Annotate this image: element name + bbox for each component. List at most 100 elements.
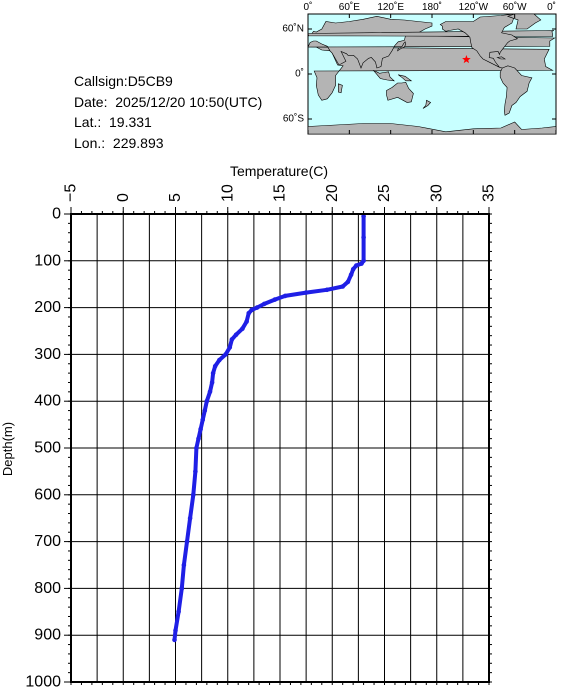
map-longitude-labels: 0˚ 60˚E 120˚E 180˚ 120˚W 60˚W 0˚	[304, 1, 556, 13]
data-point	[361, 214, 366, 219]
map-lat-label: 60˚N	[282, 23, 304, 35]
data-point	[207, 389, 213, 395]
map-lon-label: 0˚	[304, 1, 313, 13]
data-point	[233, 332, 239, 338]
land-shape	[422, 99, 432, 109]
data-point	[181, 562, 187, 568]
y-tick-label: 400	[34, 393, 61, 410]
y-tick-label: 1000	[25, 674, 61, 690]
data-point	[229, 337, 235, 342]
data-point	[262, 301, 267, 307]
data-point	[354, 263, 359, 268]
y-tick-label: 100	[34, 252, 61, 269]
data-point	[196, 436, 201, 441]
data-point	[348, 272, 354, 278]
map-lat-label: 60˚S	[283, 113, 304, 125]
x-tick-label: 30	[428, 184, 445, 202]
plot-frame	[70, 213, 490, 683]
data-point	[202, 408, 208, 413]
x-tick-label: 35	[481, 184, 498, 202]
x-axis-label: Temperature(C)	[230, 163, 328, 179]
data-point	[240, 326, 245, 332]
star-icon	[462, 55, 471, 64]
y-tick-label: 500	[34, 440, 61, 457]
land-shape	[337, 83, 343, 94]
map-lon-label: 60˚W	[503, 1, 527, 13]
temperature-series-points	[172, 214, 366, 643]
y-axis-label: Depth(m)	[0, 422, 15, 476]
land-shape	[307, 15, 556, 69]
map-land	[307, 13, 557, 135]
map-lon-label: 0˚	[547, 1, 556, 13]
data-point	[204, 398, 210, 404]
lon-text: Lon.: 229.893	[74, 135, 164, 151]
data-point	[191, 492, 196, 498]
data-point	[173, 628, 178, 633]
data-point	[254, 305, 260, 310]
x-tick-label: 5	[167, 193, 184, 202]
map-lon-label: 60˚E	[339, 1, 360, 13]
location-map: 0˚ 60˚E 120˚E 180˚ 120˚W 60˚W 0˚ 60˚N0˚60˚S	[282, 1, 557, 135]
data-point	[361, 235, 366, 240]
data-point	[200, 417, 205, 423]
x-tick-label: 15	[272, 184, 289, 202]
data-point	[172, 637, 177, 643]
y-tick-label: 700	[34, 533, 61, 550]
data-point	[223, 352, 228, 357]
data-point	[303, 290, 309, 295]
y-tick-label: 300	[34, 346, 61, 363]
data-point	[184, 539, 190, 544]
map-lon-label: 180˚	[422, 1, 442, 13]
land-shape	[397, 41, 407, 52]
data-point	[227, 345, 233, 350]
data-point	[198, 427, 203, 432]
data-point	[194, 445, 199, 451]
data-point	[217, 357, 222, 363]
date-text: Date: 2025/12/20 10:50(UTC)	[74, 94, 263, 110]
land-shape	[398, 74, 413, 82]
y-tick-label: 0	[52, 206, 61, 223]
data-point	[340, 284, 346, 289]
map-lat-label: 0˚	[295, 68, 304, 80]
land-shape	[496, 56, 507, 60]
data-point	[345, 279, 351, 285]
data-point	[246, 310, 251, 316]
map-frame-ticks	[307, 14, 557, 134]
data-point	[359, 261, 364, 266]
map-lon-label: 120˚W	[459, 1, 489, 13]
callsign-text: Callsign:D5CB9	[74, 73, 173, 89]
land-shape	[499, 65, 533, 116]
data-point	[350, 266, 356, 272]
map-latitude-labels: 60˚N 0˚ 60˚S	[282, 23, 304, 125]
chart-grid	[70, 213, 490, 683]
land-shape	[373, 70, 395, 82]
temperature-profile-chart: Temperature(C) Depth(m) −5 0 5 10 15 20 25 30 35…	[0, 163, 498, 690]
data-point	[324, 287, 330, 293]
data-point	[282, 293, 288, 299]
data-point	[179, 586, 185, 591]
y-tick-label: 800	[34, 580, 61, 597]
x-tick-label: 20	[324, 184, 341, 202]
data-point	[193, 469, 198, 474]
data-point	[210, 370, 216, 376]
x-tick-label: 0	[115, 193, 132, 202]
data-point	[272, 297, 278, 302]
lat-text: Lat.: 19.331	[74, 114, 152, 130]
x-tick-label: −5	[63, 184, 80, 202]
data-point	[244, 319, 249, 324]
land-shape	[506, 13, 542, 30]
map-lon-label: 120˚E	[377, 1, 404, 13]
y-tick-label: 900	[34, 627, 61, 644]
data-point	[187, 515, 193, 521]
x-tick-label: 25	[376, 184, 393, 202]
y-tick-label: 600	[34, 486, 61, 503]
data-point	[212, 363, 218, 369]
data-point	[249, 307, 255, 313]
temperature-series-line	[172, 214, 366, 642]
land-shape	[386, 81, 414, 103]
data-point	[176, 609, 181, 615]
data-point	[209, 380, 215, 385]
y-tick-label: 200	[34, 299, 61, 316]
x-tick-label: 10	[219, 184, 236, 202]
